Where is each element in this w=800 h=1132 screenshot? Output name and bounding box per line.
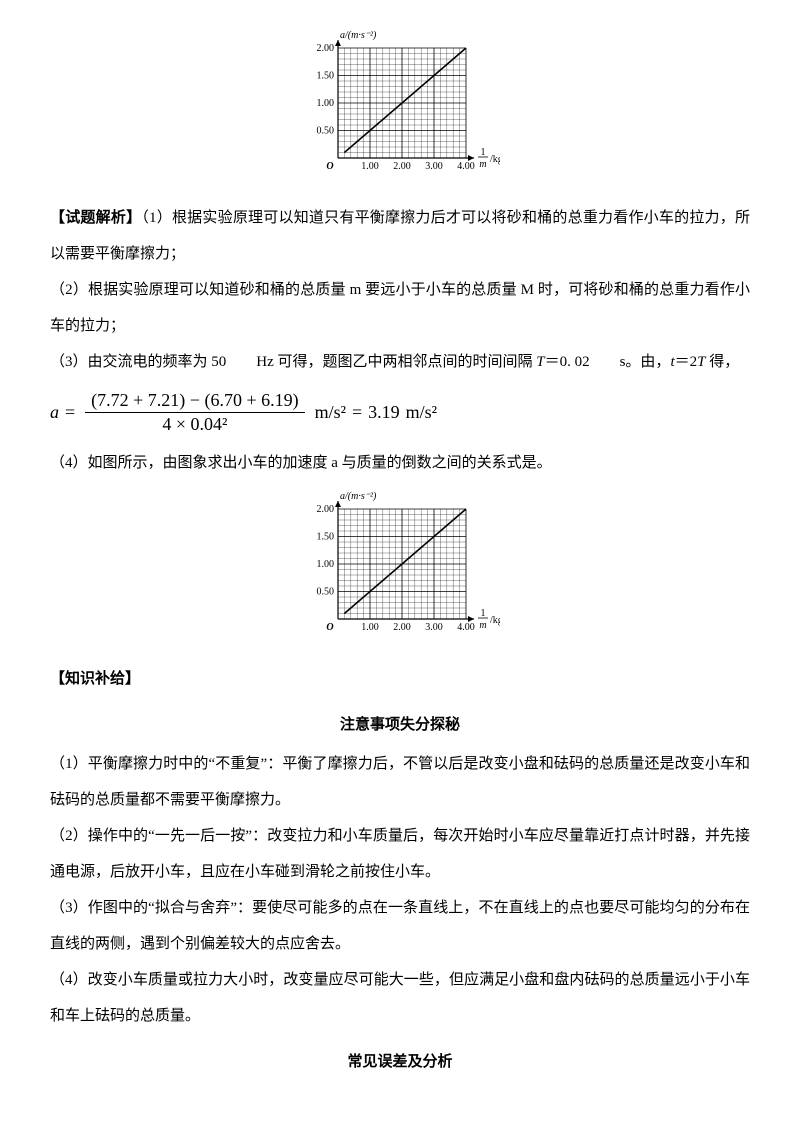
analysis-p1-text: （1）根据实验原理可以知道只有平衡摩擦力后才可以将砂和桶的总重力看作小车的拉力，… [50, 210, 750, 262]
svg-text:O: O [326, 622, 333, 633]
svg-text:a/(m·s⁻²): a/(m·s⁻²) [340, 491, 377, 502]
svg-text:2.00: 2.00 [393, 622, 411, 633]
supplement-label-text: 【知识补给】 [50, 671, 140, 687]
svg-text:1.00: 1.00 [361, 622, 379, 633]
supplement-label: 【知识补给】 [50, 661, 750, 697]
analysis-p4: （4）如图所示，由图象求出小车的加速度 a 与质量的倒数之间的关系式是。 [50, 445, 750, 481]
svg-text:2.00: 2.00 [317, 43, 335, 54]
svg-text:0.50: 0.50 [317, 126, 335, 137]
svg-text:/kg⁻¹: /kg⁻¹ [490, 615, 500, 626]
svg-text:1: 1 [481, 147, 486, 158]
formula-fraction: (7.72 + 7.21) − (6.70 + 6.19) 4 × 0.04² [85, 390, 304, 435]
supplement-s2: （2）操作中的“一先一后一按”：改变拉力和小车质量后，每次开始时小车应尽量靠近打… [50, 818, 750, 890]
graph-2-container: 1.00 2.00 3.00 4.00 0.50 1.00 1.50 2.00 Oa/(m·s⁻… [50, 491, 750, 641]
analysis-label: 【试题解析】 [50, 210, 141, 226]
svg-text:3.00: 3.00 [425, 622, 443, 633]
svg-text:4.00: 4.00 [457, 161, 475, 172]
supplement-s3: （3）作图中的“拟合与舍弃”：要使尽可能多的点在一条直线上，不在直线上的点也要尽… [50, 890, 750, 962]
svg-text:m: m [479, 159, 486, 170]
supplement-s1: （1）平衡摩擦力时中的“不重复”：平衡了摩擦力后，不管以后是改变小盘和砝码的总质… [50, 746, 750, 818]
supplement-title2: 常见误差及分析 [50, 1050, 750, 1071]
formula-eq1: = [65, 402, 75, 423]
svg-text:O: O [326, 161, 333, 172]
supplement-s4: （4）改变小车质量或拉力大小时，改变量应尽可能大一些，但应满足小盘和盘内砝码的总… [50, 962, 750, 1034]
svg-text:1.00: 1.00 [361, 161, 379, 172]
svg-text:3.00: 3.00 [425, 161, 443, 172]
svg-text:2.00: 2.00 [393, 161, 411, 172]
var-T: T [536, 354, 544, 370]
formula-val: 3.19 [368, 402, 400, 423]
formula-eq2: = [352, 402, 362, 423]
svg-text:1.00: 1.00 [317, 559, 335, 570]
svg-text:m: m [479, 620, 486, 631]
analysis-p3b: ＝0. 02 s。由， [545, 354, 671, 370]
page-content: 1.00 2.00 3.00 4.00 0.50 1.00 1.50 2.00 Oa/(m·s⁻… [0, 0, 800, 1103]
analysis-p1: 【试题解析】（1）根据实验原理可以知道只有平衡摩擦力后才可以将砂和桶的总重力看作… [50, 200, 750, 272]
svg-text:1.50: 1.50 [317, 71, 335, 82]
supplement-title1: 注意事项失分探秘 [50, 713, 750, 734]
analysis-p3d: 得， [705, 354, 739, 370]
svg-text:1: 1 [481, 608, 486, 619]
formula-den: 4 × 0.04² [156, 413, 233, 435]
svg-text:1.50: 1.50 [317, 532, 335, 543]
svg-text:2.00: 2.00 [317, 504, 335, 515]
analysis-p3: （3）由交流电的频率为 50 Hz 可得，题图乙中两相邻点间的时间间隔 T＝0.… [50, 344, 750, 380]
chart-1: 1.00 2.00 3.00 4.00 0.50 1.00 1.50 2.00 Oa/(m·s⁻… [300, 30, 500, 180]
analysis-p3c: ＝2 [675, 354, 698, 370]
svg-text:0.50: 0.50 [317, 587, 335, 598]
svg-text:/kg⁻¹: /kg⁻¹ [490, 154, 500, 165]
formula-unit1: m/s² [315, 402, 346, 423]
formula-a: a [50, 402, 59, 423]
svg-text:1.00: 1.00 [317, 98, 335, 109]
svg-text:4.00: 4.00 [457, 622, 475, 633]
svg-text:a/(m·s⁻²): a/(m·s⁻²) [340, 30, 377, 41]
formula-num: (7.72 + 7.21) − (6.70 + 6.19) [85, 390, 304, 413]
formula-acceleration: a = (7.72 + 7.21) − (6.70 + 6.19) 4 × 0.… [50, 390, 750, 435]
analysis-p2: （2）根据实验原理可以知道砂和桶的总质量 m 要远小于小车的总质量 M 时，可将… [50, 272, 750, 344]
chart-2: 1.00 2.00 3.00 4.00 0.50 1.00 1.50 2.00 Oa/(m·s⁻… [300, 491, 500, 641]
formula-unit2: m/s² [406, 402, 437, 423]
analysis-p3a: （3）由交流电的频率为 50 Hz 可得，题图乙中两相邻点间的时间间隔 [50, 354, 536, 370]
graph-1-container: 1.00 2.00 3.00 4.00 0.50 1.00 1.50 2.00 Oa/(m·s⁻… [50, 30, 750, 180]
